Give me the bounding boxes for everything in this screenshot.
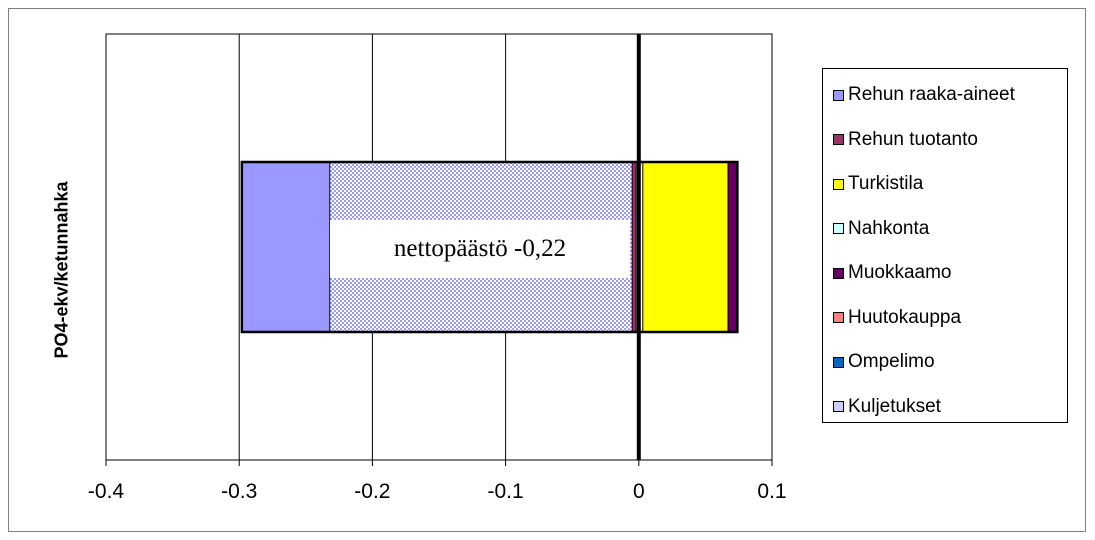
bar-segment-2: [642, 161, 729, 333]
x-axis: -0.4 -0.3 -0.2 -0.1 0 0.1: [88, 34, 787, 503]
legend-swatch: [833, 401, 844, 412]
legend-swatch: [833, 178, 844, 190]
x-tick-label: 0.1: [757, 480, 786, 503]
legend-label: Rehun raaka-aineet: [848, 84, 1015, 105]
legend-label: Kuljetukset: [848, 395, 941, 417]
y-axis-label: PO4-ekv/ketunnahka: [51, 181, 72, 359]
legend-item: Ompelimo: [833, 350, 935, 374]
legend-item: Rehun raaka-aineet: [833, 83, 1015, 107]
legend-label: Muokkaamo: [848, 262, 952, 283]
legend-swatch: [833, 223, 844, 234]
legend-swatch: [833, 89, 844, 101]
legend: Rehun raaka-aineet Rehun tuotanto Turkisti…: [822, 68, 1068, 423]
legend-swatch: [833, 312, 844, 323]
x-tick-label: -0.1: [488, 480, 524, 503]
legend-item: Muokkaamo: [833, 261, 952, 285]
x-tick-label: -0.4: [88, 480, 125, 503]
legend-swatch: [833, 134, 844, 145]
legend-label: Ompelimo: [848, 351, 935, 372]
x-tick-label: -0.2: [354, 480, 390, 503]
legend-swatch: [833, 267, 844, 279]
legend-item: Kuljetukset: [833, 395, 941, 419]
legend-item: Huutokauppa: [833, 306, 961, 330]
bar-segment-4: [727, 161, 738, 333]
x-tick-label: -0.3: [221, 480, 257, 503]
legend-swatch: [833, 356, 844, 368]
legend-label: Turkistila: [848, 173, 924, 194]
chart-frame: [8, 8, 1086, 532]
legend-label: Huutokauppa: [848, 306, 962, 328]
x-tick-label: 0: [633, 480, 645, 503]
bar-segment-1: [631, 161, 637, 333]
legend-item: Rehun tuotanto: [833, 128, 978, 152]
legend-item: Nahkonta: [833, 217, 929, 241]
legend-label: Rehun tuotanto: [848, 128, 978, 150]
bar-outline: [240, 160, 739, 334]
legend-item: Turkistila: [833, 172, 923, 196]
legend-label: Nahkonta: [848, 217, 930, 239]
net-emission-annotation: nettopäästö -0,22: [330, 220, 630, 278]
bar-segment-0: [241, 161, 331, 333]
